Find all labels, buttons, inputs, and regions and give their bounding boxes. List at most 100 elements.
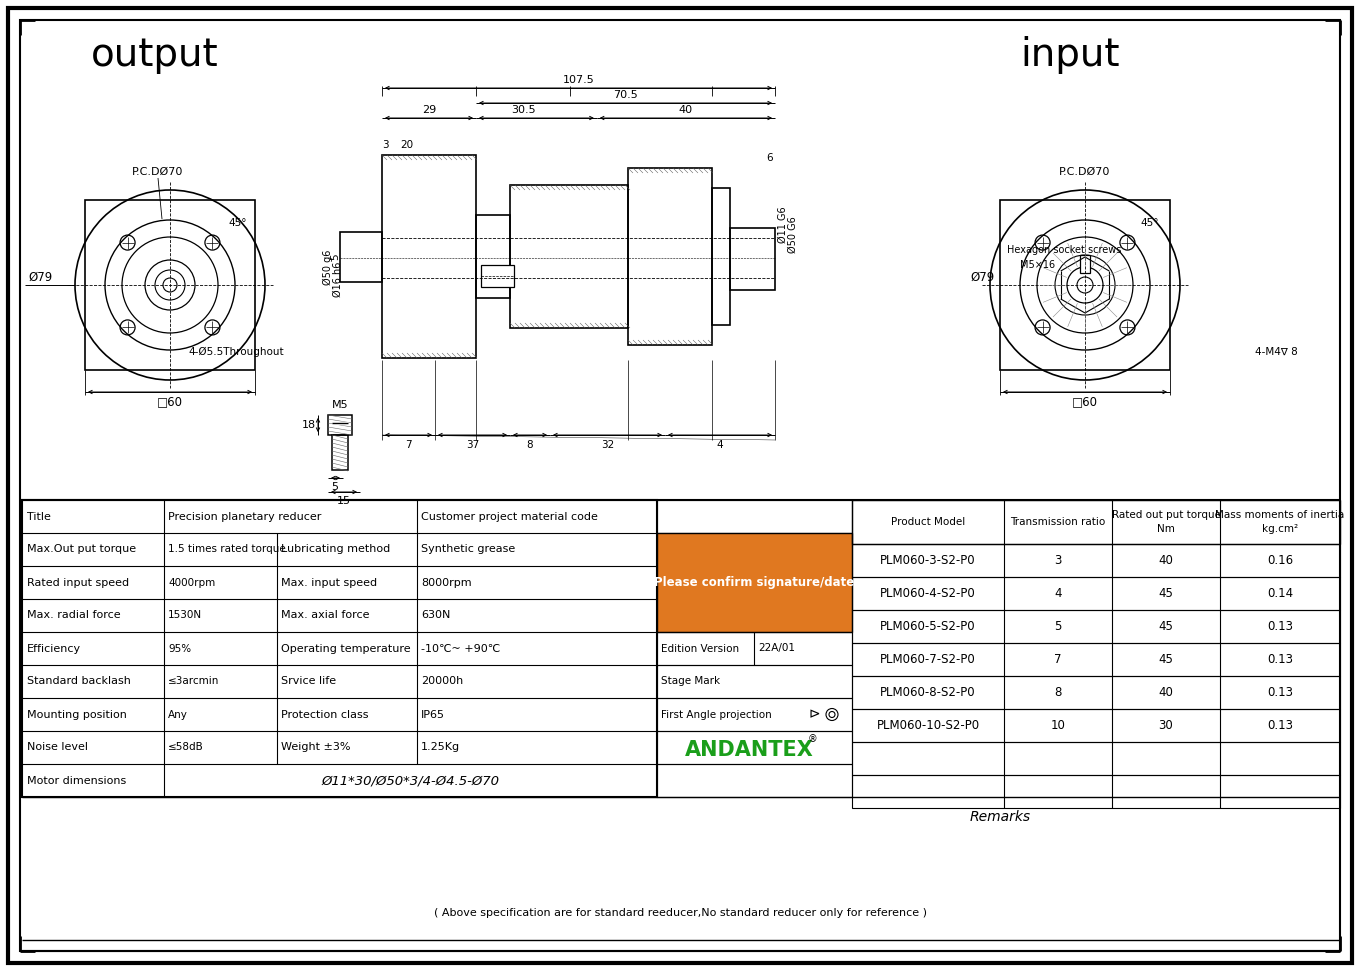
Text: 7: 7 bbox=[1054, 653, 1062, 666]
Text: 70.5: 70.5 bbox=[613, 90, 638, 100]
Text: M5: M5 bbox=[332, 400, 348, 410]
Text: Edition Version: Edition Version bbox=[661, 644, 738, 653]
Text: Remarks: Remarks bbox=[970, 810, 1031, 824]
Text: Efficiency: Efficiency bbox=[27, 644, 82, 653]
Bar bbox=[851, 544, 1340, 577]
Text: 15: 15 bbox=[337, 496, 351, 506]
Text: 30: 30 bbox=[1159, 719, 1174, 732]
Text: ⊳: ⊳ bbox=[808, 708, 820, 721]
Bar bbox=[851, 775, 1340, 808]
Text: kg.cm²: kg.cm² bbox=[1262, 524, 1297, 534]
Text: 3: 3 bbox=[1054, 554, 1062, 567]
Text: P.C.DØ70: P.C.DØ70 bbox=[1059, 167, 1111, 177]
Text: 40: 40 bbox=[1159, 686, 1174, 699]
Text: Ø79: Ø79 bbox=[970, 271, 994, 284]
Bar bbox=[730, 228, 775, 290]
Text: 45: 45 bbox=[1159, 620, 1174, 633]
Text: 45°: 45° bbox=[228, 218, 246, 228]
Bar bbox=[851, 676, 1340, 709]
Text: First Angle projection: First Angle projection bbox=[661, 710, 771, 720]
Text: Stage Mark: Stage Mark bbox=[661, 677, 721, 686]
Bar bbox=[657, 632, 851, 665]
Text: PLM060-8-S2-P0: PLM060-8-S2-P0 bbox=[880, 686, 976, 699]
Text: PLM060-10-S2-P0: PLM060-10-S2-P0 bbox=[876, 719, 979, 732]
Bar bbox=[657, 533, 851, 632]
Text: 8: 8 bbox=[526, 440, 533, 450]
Text: PLM060-5-S2-P0: PLM060-5-S2-P0 bbox=[880, 620, 976, 633]
Text: 40: 40 bbox=[1159, 554, 1174, 567]
Text: 0.13: 0.13 bbox=[1268, 719, 1293, 732]
Text: 20000h: 20000h bbox=[422, 677, 464, 686]
Text: PLM060-3-S2-P0: PLM060-3-S2-P0 bbox=[880, 554, 976, 567]
Text: □60: □60 bbox=[156, 395, 184, 409]
Bar bbox=[628, 168, 713, 345]
Text: Hexagon socket screws: Hexagon socket screws bbox=[1006, 245, 1122, 255]
Text: Ø11 G6: Ø11 G6 bbox=[778, 207, 787, 243]
Text: Weight ±3%: Weight ±3% bbox=[282, 743, 351, 753]
Bar bbox=[510, 185, 628, 328]
Text: 20: 20 bbox=[400, 140, 413, 150]
Text: □60: □60 bbox=[1072, 395, 1098, 409]
Bar bbox=[22, 500, 657, 797]
Text: Max. radial force: Max. radial force bbox=[27, 611, 121, 620]
Text: 0.13: 0.13 bbox=[1268, 620, 1293, 633]
Text: ®: ® bbox=[808, 734, 817, 745]
Text: 45°: 45° bbox=[1140, 218, 1159, 228]
Text: -10℃~ +90℃: -10℃~ +90℃ bbox=[422, 644, 500, 653]
Text: Synthetic grease: Synthetic grease bbox=[422, 545, 515, 554]
Text: Customer project material code: Customer project material code bbox=[422, 512, 598, 521]
Bar bbox=[476, 215, 510, 298]
Text: IP65: IP65 bbox=[422, 710, 445, 720]
Text: 45: 45 bbox=[1159, 587, 1174, 600]
Text: Max. input speed: Max. input speed bbox=[282, 578, 377, 587]
Text: Ø50 G6: Ø50 G6 bbox=[787, 217, 798, 253]
Text: Mounting position: Mounting position bbox=[27, 710, 126, 720]
Text: 107.5: 107.5 bbox=[563, 75, 594, 85]
Text: Ø16 h6: Ø16 h6 bbox=[333, 262, 343, 297]
Text: 5: 5 bbox=[330, 253, 340, 260]
Bar bbox=[851, 500, 1340, 544]
Text: 0.13: 0.13 bbox=[1268, 686, 1293, 699]
Text: 0.13: 0.13 bbox=[1268, 653, 1293, 666]
Text: 40: 40 bbox=[679, 105, 694, 115]
Text: Mass moments of inertia: Mass moments of inertia bbox=[1216, 510, 1345, 520]
Text: Rated out put torque: Rated out put torque bbox=[1111, 510, 1220, 520]
Text: Precision planetary reducer: Precision planetary reducer bbox=[169, 512, 321, 521]
Text: PLM060-4-S2-P0: PLM060-4-S2-P0 bbox=[880, 587, 976, 600]
Bar bbox=[332, 435, 348, 470]
Text: 3: 3 bbox=[382, 140, 389, 150]
Text: 0.14: 0.14 bbox=[1268, 587, 1293, 600]
Text: 1.25Kg: 1.25Kg bbox=[422, 743, 460, 753]
Text: 4000rpm: 4000rpm bbox=[169, 578, 215, 587]
Text: 95%: 95% bbox=[169, 644, 192, 653]
Text: Motor dimensions: Motor dimensions bbox=[27, 776, 126, 786]
Text: Product Model: Product Model bbox=[891, 517, 966, 527]
Text: 5: 5 bbox=[1054, 620, 1062, 633]
Text: 4-Ø5.5Throughout: 4-Ø5.5Throughout bbox=[188, 347, 284, 357]
Bar bbox=[84, 200, 256, 370]
Text: Standard backlash: Standard backlash bbox=[27, 677, 131, 686]
Text: 630N: 630N bbox=[422, 611, 450, 620]
Bar bbox=[328, 415, 352, 435]
Bar bbox=[657, 500, 851, 533]
Text: 18: 18 bbox=[302, 420, 316, 430]
Text: Noise level: Noise level bbox=[27, 743, 88, 753]
Text: 1530N: 1530N bbox=[169, 611, 203, 620]
Text: Ø11*30/Ø50*3/4-Ø4.5-Ø70: Ø11*30/Ø50*3/4-Ø4.5-Ø70 bbox=[321, 774, 499, 787]
Text: ≤3arcmin: ≤3arcmin bbox=[169, 677, 219, 686]
Text: M5×16: M5×16 bbox=[1020, 260, 1055, 270]
Bar bbox=[382, 155, 476, 358]
Text: 32: 32 bbox=[601, 440, 615, 450]
Bar bbox=[1080, 255, 1089, 273]
Text: Protection class: Protection class bbox=[282, 710, 369, 720]
Text: 30.5: 30.5 bbox=[511, 105, 536, 115]
Text: Nm: Nm bbox=[1157, 524, 1175, 534]
Text: Operating temperature: Operating temperature bbox=[282, 644, 411, 653]
Text: Max.Out put torque: Max.Out put torque bbox=[27, 545, 136, 554]
Bar bbox=[851, 610, 1340, 643]
Text: ANDANTEX: ANDANTEX bbox=[685, 740, 813, 759]
Text: 22A/01: 22A/01 bbox=[758, 644, 796, 653]
Text: Title: Title bbox=[27, 512, 50, 521]
Bar bbox=[657, 764, 851, 797]
Text: Rated input speed: Rated input speed bbox=[27, 578, 129, 587]
